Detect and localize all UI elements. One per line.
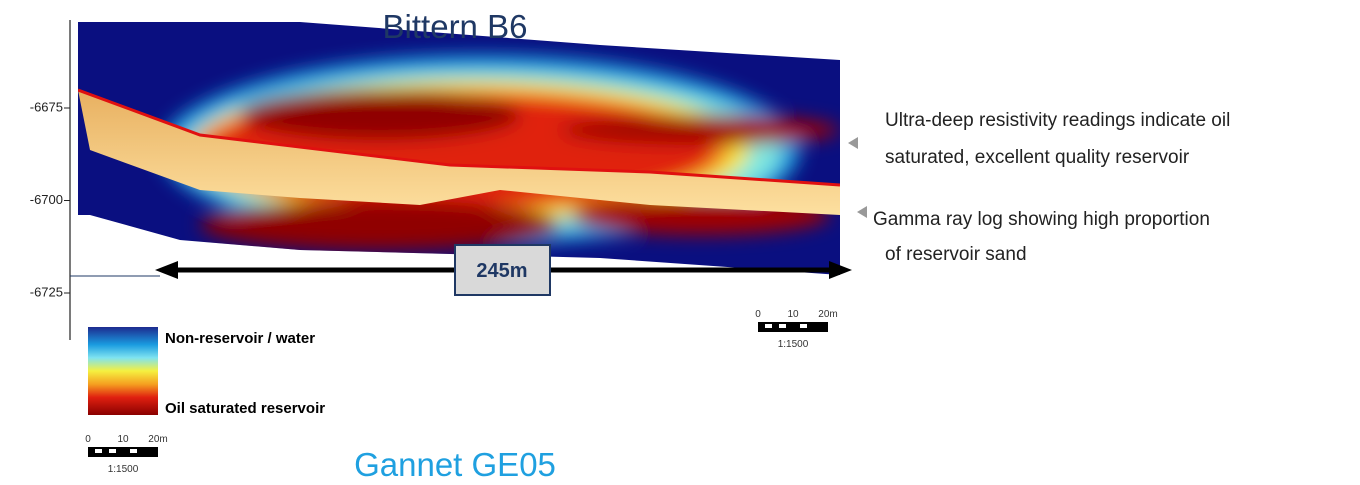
legend-colorbar xyxy=(88,327,158,415)
annotation: Gamma ray log showing high proportion xyxy=(873,209,1210,230)
scale-ratio: 1:1500 xyxy=(778,339,809,350)
scale-label: 10 xyxy=(787,309,799,320)
scale-bar-gap xyxy=(95,449,102,453)
tick-label: -6700 xyxy=(30,192,63,207)
scale-bar: 0 10 20m 1:1500 xyxy=(755,309,838,350)
scale-bar-gap xyxy=(779,324,786,328)
scale-bar-gap xyxy=(109,449,116,453)
annotation: saturated, excellent quality reservoir xyxy=(885,147,1190,168)
scale-bar-gap xyxy=(800,324,807,328)
scale-label: 0 xyxy=(755,309,761,320)
scale-label: 10 xyxy=(117,434,129,445)
body: -6675 -6700 -6725 245m Bittern B6 Gannet G… xyxy=(0,0,1360,485)
scale-ratio: 1:1500 xyxy=(108,464,139,475)
tick-label: -6725 xyxy=(30,284,63,299)
depth-ticks: -6675 -6700 -6725 xyxy=(30,99,70,299)
scale-label: 0 xyxy=(85,434,91,445)
slide: -6675 -6700 -6725 245m Bittern B6 Gannet G… xyxy=(0,0,1360,485)
scale-label: 20m xyxy=(148,434,167,445)
tick-label: -6675 xyxy=(30,99,63,114)
scale-bar: 0 10 20m 1:1500 xyxy=(85,434,168,475)
scale-bar-gap xyxy=(130,449,137,453)
title: Bittern B6 xyxy=(383,8,528,45)
scale-label: 20m xyxy=(818,309,837,320)
legend-label: Non-reservoir / water xyxy=(165,330,315,347)
page: {"header":{"title":"Bittern B6","subtitl… xyxy=(0,0,1360,485)
subtitle: Gannet GE05 xyxy=(354,446,556,483)
pointer xyxy=(848,137,867,218)
distance-label: 245m xyxy=(476,260,527,282)
legend-label: Oil saturated reservoir xyxy=(165,400,325,417)
annotation: of reservoir sand xyxy=(885,244,1027,265)
annotation: Ultra-deep resistivity readings indicate… xyxy=(885,110,1230,131)
scale-bar-gap xyxy=(765,324,772,328)
